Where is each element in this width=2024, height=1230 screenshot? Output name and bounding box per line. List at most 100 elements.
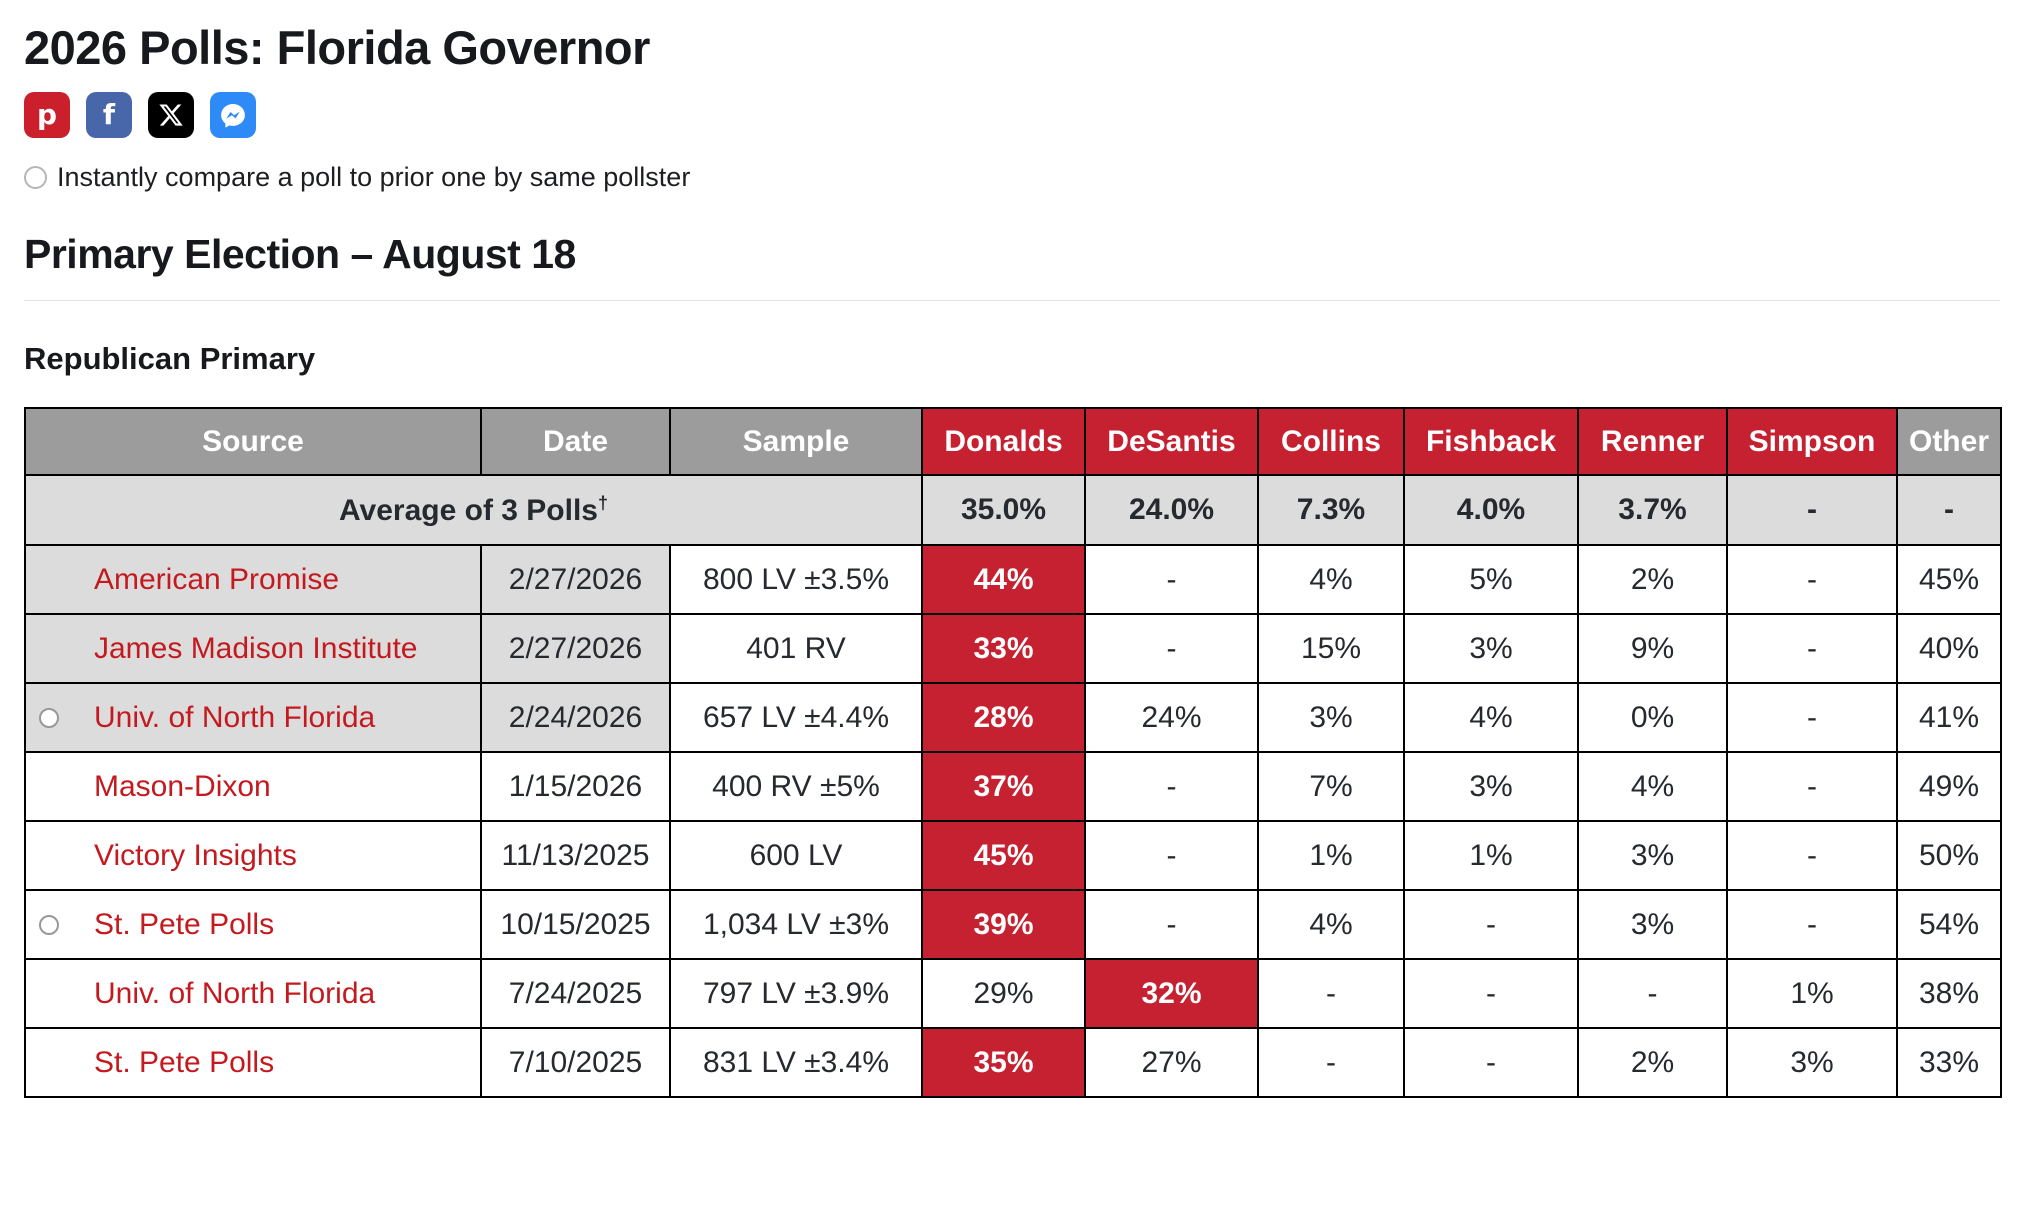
col-header-fishback: Fishback [1403,407,1579,476]
poll-value-cell: 39% [921,889,1086,960]
average-label: Average of 3 Polls† [24,474,923,546]
poll-value-cell: - [1577,958,1728,1029]
poll-value-cell: 0% [1577,682,1728,753]
poll-value-cell: - [1726,613,1898,684]
poll-value-cell: 4% [1257,544,1405,615]
facebook-icon: f [102,98,116,131]
messenger-icon [221,104,245,128]
compare-option: Instantly compare a poll to prior one by… [24,162,2000,193]
source-cell: James Madison Institute [24,613,482,684]
compare-radio[interactable] [24,166,47,189]
sample-cell: 797 LV ±3.9% [669,958,923,1029]
average-row: Average of 3 Polls† 35.0% 24.0% 7.3% 4.0… [24,474,2002,546]
poll-value-cell: 4% [1403,682,1579,753]
date-cell: 2/27/2026 [480,544,671,615]
date-cell: 2/24/2026 [480,682,671,753]
poll-row: Univ. of North Florida 7/24/2025 797 LV … [24,958,2002,1029]
poll-value-cell: 44% [921,544,1086,615]
pollster-link[interactable]: James Madison Institute [94,631,418,665]
date-cell: 7/10/2025 [480,1027,671,1098]
sample-cell: 657 LV ±4.4% [669,682,923,753]
poll-value-cell: - [1084,820,1259,891]
col-header-date: Date [480,407,671,476]
pollster-link[interactable]: St. Pete Polls [94,907,275,941]
poll-value-cell: - [1257,1027,1405,1098]
pollster-link[interactable]: Mason-Dixon [94,769,271,803]
poll-value-cell: - [1084,613,1259,684]
dagger-note: † [597,492,608,513]
col-header-renner: Renner [1577,407,1728,476]
poll-value-cell: 38% [1896,958,2002,1029]
date-cell: 10/15/2025 [480,889,671,960]
share-buttons: p f [24,92,2000,138]
source-cell: St. Pete Polls [24,889,482,960]
pollster-link[interactable]: Univ. of North Florida [94,976,376,1010]
poll-value-cell: - [1726,544,1898,615]
poll-value-cell: 1% [1726,958,1898,1029]
pinterest-share-button[interactable]: p [24,92,70,138]
sample-cell: 831 LV ±3.4% [669,1027,923,1098]
header-row: Source Date Sample Donalds DeSantis Coll… [24,407,2002,476]
pollster-link[interactable]: Univ. of North Florida [94,700,376,734]
date-cell: 2/27/2026 [480,613,671,684]
poll-value-cell: 3% [1726,1027,1898,1098]
source-cell: Univ. of North Florida [24,682,482,753]
poll-value-cell: - [1084,889,1259,960]
compare-label: Instantly compare a poll to prior one by… [57,162,691,192]
average-value-cell: - [1896,474,2002,546]
poll-row: Mason-Dixon 1/15/2026 400 RV ±5% 37% - 7… [24,751,2002,822]
poll-row: James Madison Institute 2/27/2026 401 RV… [24,613,2002,684]
poll-value-cell: 3% [1577,820,1728,891]
polls-table: Source Date Sample Donalds DeSantis Coll… [24,407,2002,1098]
source-cell: Mason-Dixon [24,751,482,822]
pollster-link[interactable]: American Promise [94,562,340,596]
date-cell: 7/24/2025 [480,958,671,1029]
poll-value-cell: 45% [1896,544,2002,615]
pollster-link[interactable]: St. Pete Polls [94,1045,275,1079]
col-header-other: Other [1896,407,2002,476]
col-header-sample: Sample [669,407,923,476]
page-content: 2026 Polls: Florida Governor p f Instant… [0,20,2024,1098]
poll-value-cell: 9% [1577,613,1728,684]
poll-value-cell: 4% [1577,751,1728,822]
poll-row: Univ. of North Florida 2/24/2026 657 LV … [24,682,2002,753]
average-value-cell: 24.0% [1084,474,1259,546]
poll-value-cell: 7% [1257,751,1405,822]
col-header-desantis: DeSantis [1084,407,1259,476]
poll-value-cell: - [1403,958,1579,1029]
sample-cell: 600 LV [669,820,923,891]
page-title: 2026 Polls: Florida Governor [24,21,650,74]
poll-value-cell: - [1257,958,1405,1029]
poll-value-cell: 50% [1896,820,2002,891]
average-value-cell: 4.0% [1403,474,1579,546]
col-header-source: Source [24,407,482,476]
date-cell: 1/15/2026 [480,751,671,822]
sample-cell: 400 RV ±5% [669,751,923,822]
poll-value-cell: 2% [1577,1027,1728,1098]
source-cell: St. Pete Polls [24,1027,482,1098]
poll-value-cell: 28% [921,682,1086,753]
compare-radio[interactable] [39,914,59,935]
poll-value-cell: 24% [1084,682,1259,753]
col-header-donalds: Donalds [921,407,1086,476]
poll-row: St. Pete Polls 7/10/2025 831 LV ±3.4% 35… [24,1027,2002,1098]
compare-radio[interactable] [39,707,59,728]
poll-value-cell: - [1726,751,1898,822]
sample-cell: 1,034 LV ±3% [669,889,923,960]
x-share-button[interactable] [148,92,194,138]
poll-value-cell: 40% [1896,613,2002,684]
poll-value-cell: 35% [921,1027,1086,1098]
section-heading: Primary Election – August 18 [24,231,2000,301]
col-header-simpson: Simpson [1726,407,1898,476]
poll-value-cell: 32% [1084,958,1259,1029]
poll-value-cell: 5% [1403,544,1579,615]
source-cell: Victory Insights [24,820,482,891]
poll-value-cell: - [1726,889,1898,960]
sample-cell: 800 LV ±3.5% [669,544,923,615]
date-cell: 11/13/2025 [480,820,671,891]
pollster-link[interactable]: Victory Insights [94,838,297,872]
poll-value-cell: 37% [921,751,1086,822]
facebook-share-button[interactable]: f [86,92,132,138]
poll-row: Victory Insights 11/13/2025 600 LV 45% -… [24,820,2002,891]
messenger-share-button[interactable] [210,92,256,138]
